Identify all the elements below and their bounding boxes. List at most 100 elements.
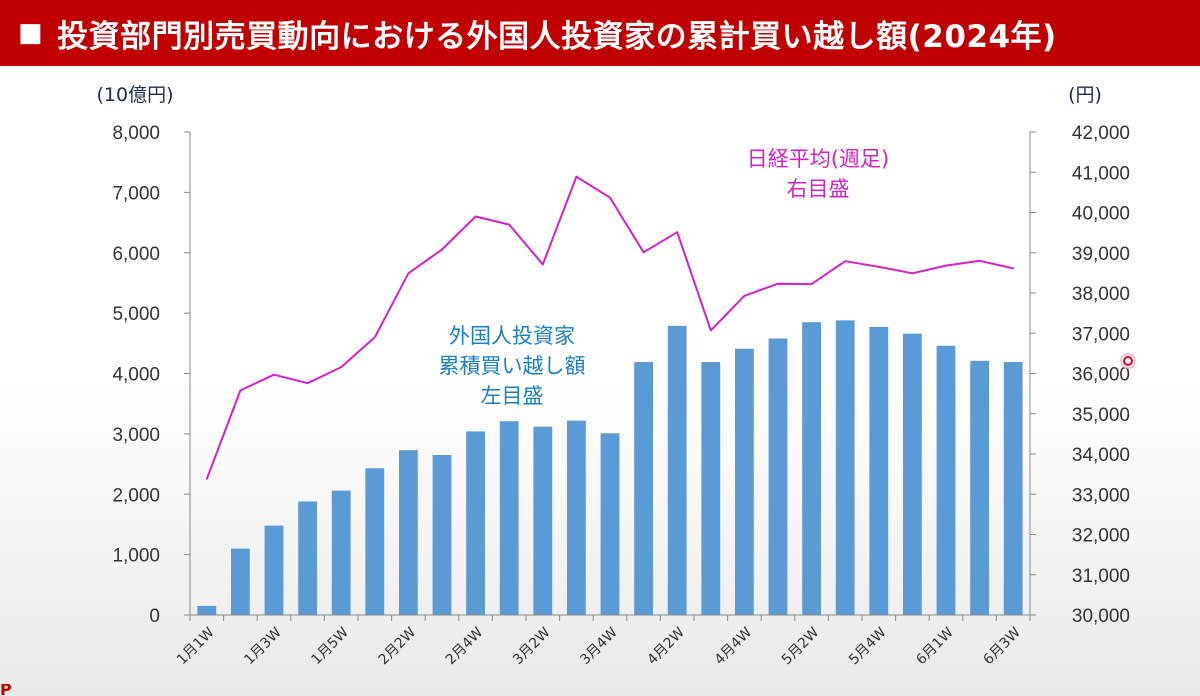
line-point	[676, 231, 678, 234]
line-point	[508, 223, 511, 226]
cursor-marker-icon	[1120, 353, 1136, 369]
bar	[499, 421, 519, 615]
left-tick-label: 0	[149, 606, 160, 627]
right-tick-label: 34,000	[1072, 445, 1130, 466]
line-point	[878, 266, 880, 268]
line-point	[474, 215, 477, 218]
bar	[869, 327, 889, 615]
line-series	[205, 175, 1014, 480]
line-annotation-line: 右目盛	[787, 177, 850, 201]
x-tick-label: 2月2W	[376, 624, 420, 668]
bar-series	[197, 320, 1023, 615]
bar	[835, 320, 855, 615]
bar	[936, 345, 956, 615]
bar-annotation-line: 累積買い越し額	[439, 354, 586, 378]
bar	[331, 490, 351, 615]
right-tick-label: 31,000	[1072, 566, 1130, 587]
bar	[398, 450, 418, 615]
line-point	[710, 329, 712, 332]
line-point	[642, 251, 645, 254]
bar	[634, 362, 654, 615]
line-annotation-line: 日経平均(週足)	[747, 147, 889, 171]
bar	[1003, 362, 1023, 615]
bar	[432, 455, 452, 615]
bar	[970, 360, 990, 615]
x-tick-label: 4月2W	[644, 624, 688, 668]
right-tick-label: 36,000	[1072, 365, 1130, 386]
line-series-annotation: 日経平均(週足) 右目盛	[747, 147, 889, 201]
left-axis-unit: (10億円)	[96, 84, 173, 106]
x-tick-label: 5月4W	[846, 624, 890, 668]
line-point	[978, 260, 981, 262]
right-tick-label: 30,000	[1072, 606, 1130, 627]
right-axis: 30,000 31,000 32,000 33,000 34,000 35,000 36,0…	[1029, 123, 1130, 627]
x-tick-label: 1月1W	[174, 624, 218, 668]
left-tick-label: 8,000	[112, 123, 160, 144]
bar	[264, 525, 284, 615]
left-tick-label: 1,000	[112, 546, 160, 567]
right-tick-label: 38,000	[1072, 284, 1130, 305]
right-tick-label: 35,000	[1072, 405, 1130, 426]
bar	[197, 605, 217, 615]
right-tick-label: 41,000	[1072, 163, 1130, 184]
line-point	[206, 478, 208, 480]
line-point	[340, 366, 343, 368]
line-point	[743, 295, 746, 297]
x-tick-label: 1月3W	[241, 624, 285, 668]
left-tick-label: 6,000	[112, 244, 160, 265]
left-tick-label: 4,000	[112, 365, 160, 386]
x-tick-label: 4月4W	[712, 624, 756, 668]
bar	[466, 431, 486, 615]
x-tick-label: 2月4W	[443, 624, 487, 668]
title-bullet-icon: ■	[18, 18, 44, 48]
line-point	[542, 263, 544, 266]
bar	[734, 348, 754, 615]
line-point	[441, 248, 443, 251]
right-tick-label: 40,000	[1072, 204, 1130, 225]
bar	[533, 426, 553, 615]
right-tick-label: 39,000	[1072, 244, 1130, 265]
line-point	[844, 260, 846, 263]
bar	[298, 501, 318, 615]
x-tick-label: 3月4W	[577, 624, 621, 668]
line-point	[306, 382, 309, 384]
line-point	[575, 175, 578, 178]
bar	[802, 322, 822, 615]
right-axis-unit: (円)	[1068, 84, 1102, 106]
x-tick-label: 5月2W	[779, 624, 823, 668]
bar	[902, 333, 922, 615]
left-axis: 0 1,000 2,000 3,000 4,000 5,000 6,000 7,000 8,00…	[112, 123, 191, 627]
x-axis: 1月1W 1月3W 1月5W 2月2W 2月4W 3月2W 3月4W 4月2W 4月4W 5月2W…	[174, 614, 1031, 668]
right-tick-label: 37,000	[1072, 324, 1130, 345]
line-point	[407, 272, 410, 275]
x-tick-label: 6月1W	[913, 624, 957, 668]
line-point	[374, 336, 376, 339]
bar	[566, 420, 586, 615]
right-tick-label: 33,000	[1072, 485, 1130, 506]
left-tick-label: 5,000	[112, 304, 160, 325]
line-point	[945, 264, 947, 267]
line-point	[777, 282, 779, 285]
bar	[230, 548, 250, 615]
bar	[768, 338, 788, 615]
left-tick-label: 7,000	[112, 183, 160, 204]
left-tick-label: 2,000	[112, 485, 160, 506]
right-tick-label: 42,000	[1072, 123, 1130, 144]
line-point	[1012, 267, 1014, 270]
chart-title: 投資部門別売買動向における外国人投資家の累計買い越し額(2024年)	[57, 18, 1057, 55]
bar	[701, 362, 721, 615]
x-tick-label: 1月5W	[308, 624, 352, 668]
bar	[600, 433, 620, 615]
bar	[667, 325, 687, 615]
line-point	[810, 283, 813, 285]
left-tick-label: 3,000	[112, 425, 160, 446]
x-tick-label: 3月2W	[510, 624, 554, 668]
line-point	[239, 389, 242, 392]
line-point	[273, 373, 275, 376]
bar	[365, 468, 385, 615]
title-bar: ■ 投資部門別売買動向における外国人投資家の累計買い越し額(2024年)	[0, 0, 1200, 66]
corner-logo: P	[0, 684, 12, 696]
bar-annotation-line: 外国人投資家	[449, 324, 575, 348]
